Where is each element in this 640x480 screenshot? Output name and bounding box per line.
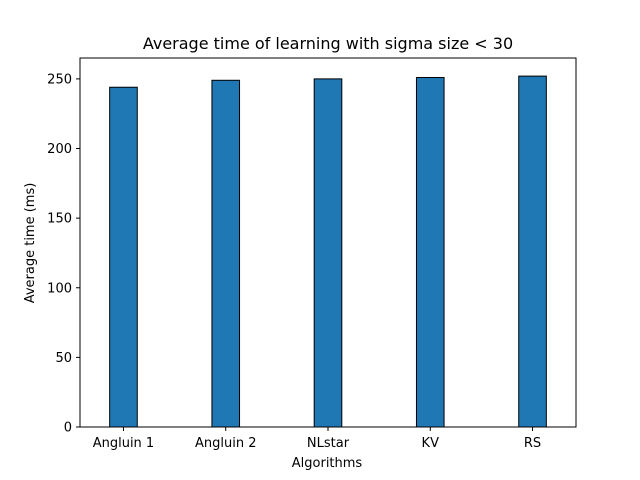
y-tick-label: 100 bbox=[47, 281, 72, 296]
bar-rs bbox=[518, 75, 547, 428]
y-tick-label: 50 bbox=[55, 351, 72, 366]
y-tick-label: 150 bbox=[47, 212, 72, 227]
x-tick-label: RS bbox=[524, 436, 541, 451]
x-axis-title: Algorithms bbox=[292, 456, 363, 471]
bar-angluin-2 bbox=[211, 79, 241, 428]
plot-area: 0 50 100 150 200 250 Angluin 1 Angluin 2 NLstar K… bbox=[47, 57, 577, 451]
y-tick-label: 200 bbox=[47, 142, 72, 157]
chart-title: Average time of learning with sigma size… bbox=[143, 34, 513, 53]
bar-nlstar bbox=[313, 78, 343, 428]
x-tick-label: Angluin 2 bbox=[195, 436, 257, 451]
y-tick-label: 0 bbox=[64, 421, 72, 436]
bar-angluin-1 bbox=[109, 86, 138, 428]
bar-kv bbox=[415, 76, 445, 428]
x-tick-label: KV bbox=[422, 436, 440, 451]
y-tick-label: 250 bbox=[47, 72, 72, 87]
x-tick-label: NLstar bbox=[307, 436, 350, 451]
y-axis-title: Average time (ms) bbox=[23, 183, 38, 304]
x-tick-label: Angluin 1 bbox=[93, 436, 155, 451]
